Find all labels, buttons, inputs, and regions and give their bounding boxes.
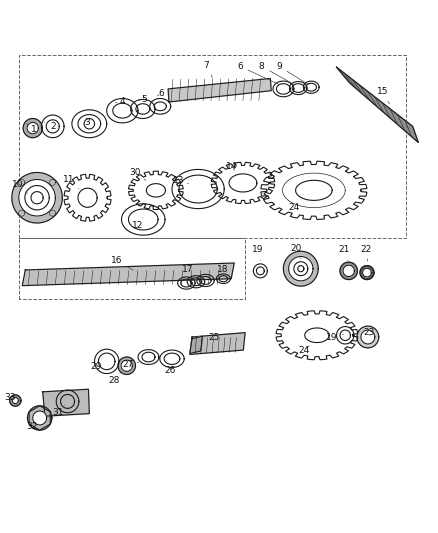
Polygon shape (118, 357, 135, 375)
Polygon shape (363, 268, 371, 277)
Text: 2: 2 (44, 122, 56, 131)
Polygon shape (23, 118, 42, 138)
Text: 14: 14 (226, 162, 238, 171)
Text: 17: 17 (182, 265, 194, 279)
Text: 13: 13 (173, 176, 188, 185)
Text: 8: 8 (259, 62, 295, 85)
Polygon shape (27, 123, 39, 134)
Text: 25: 25 (208, 333, 219, 342)
Polygon shape (361, 330, 375, 344)
Polygon shape (28, 406, 52, 430)
Text: 20: 20 (291, 244, 302, 259)
Text: 5: 5 (139, 95, 147, 104)
Text: 31: 31 (52, 405, 64, 417)
Text: 26: 26 (165, 366, 176, 375)
Text: 6: 6 (157, 89, 164, 98)
Polygon shape (357, 326, 379, 348)
Polygon shape (343, 265, 354, 277)
Text: 21: 21 (339, 246, 350, 261)
Text: 29: 29 (91, 362, 102, 371)
Polygon shape (121, 360, 132, 372)
Text: 32: 32 (26, 422, 38, 431)
Text: 3: 3 (79, 117, 90, 126)
Text: 10: 10 (12, 180, 28, 193)
Text: 28: 28 (109, 372, 121, 385)
Text: 24: 24 (288, 203, 300, 215)
Polygon shape (340, 262, 357, 279)
Text: 6: 6 (237, 62, 279, 85)
Text: 23: 23 (364, 328, 375, 337)
Polygon shape (190, 336, 202, 353)
Polygon shape (190, 333, 245, 354)
Polygon shape (289, 256, 313, 281)
Text: 12: 12 (131, 218, 143, 230)
Polygon shape (12, 398, 18, 403)
Polygon shape (12, 173, 62, 223)
Polygon shape (336, 67, 418, 142)
Text: 22: 22 (360, 245, 372, 261)
Polygon shape (19, 180, 55, 216)
Text: 11: 11 (63, 175, 79, 189)
Text: 18: 18 (217, 264, 228, 279)
Polygon shape (22, 263, 234, 286)
Text: 27: 27 (123, 360, 138, 369)
Text: 24: 24 (298, 345, 310, 354)
Text: 1: 1 (27, 124, 37, 134)
Polygon shape (283, 251, 318, 286)
Polygon shape (360, 265, 374, 279)
Polygon shape (43, 389, 89, 416)
Text: 4: 4 (116, 96, 125, 106)
Text: 7: 7 (203, 61, 212, 78)
Polygon shape (168, 78, 271, 102)
Text: 15: 15 (376, 87, 389, 104)
Text: 16: 16 (111, 256, 133, 270)
Polygon shape (10, 395, 21, 406)
Polygon shape (33, 411, 47, 425)
Text: 9: 9 (276, 62, 309, 85)
Text: 30: 30 (130, 168, 146, 180)
Text: 19: 19 (325, 333, 343, 342)
Text: 19: 19 (251, 246, 263, 261)
Text: 33: 33 (4, 393, 16, 401)
